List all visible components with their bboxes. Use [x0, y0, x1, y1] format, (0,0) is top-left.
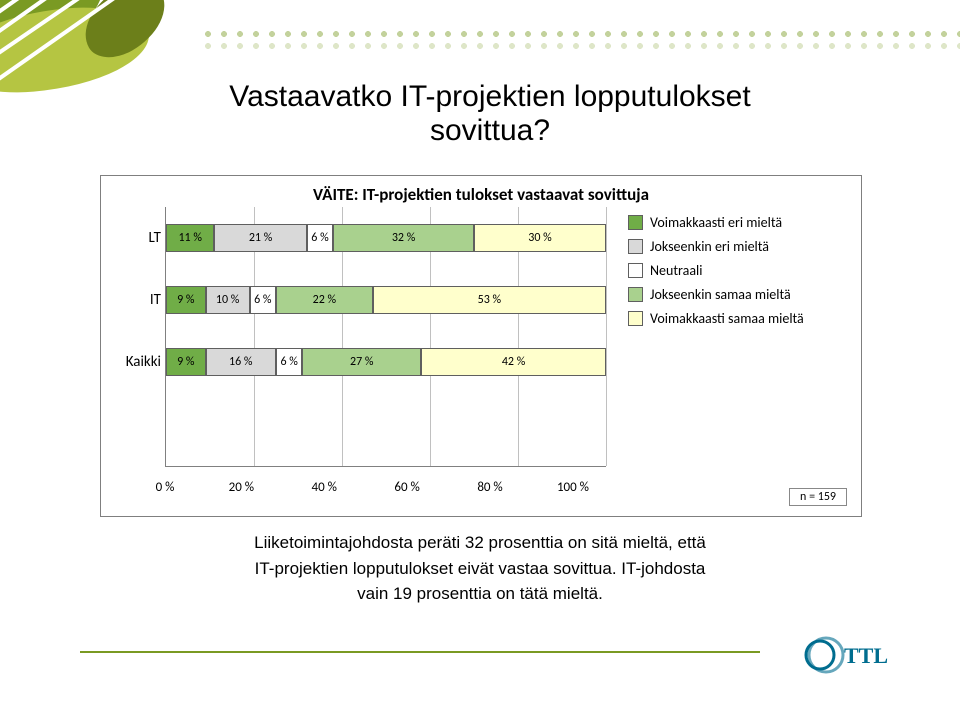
legend-label: Voimakkaasti eri mieltä: [650, 214, 782, 231]
x-tick-label: 0 %: [156, 480, 175, 495]
category-label: Kaikki: [115, 331, 165, 393]
sample-size-box: n = 159: [789, 488, 847, 506]
chart-plot-area: 11 %21 %6 %32 %30 %9 %10 %6 %22 %53 %9 %…: [165, 207, 606, 467]
header-dot-strip: [200, 28, 960, 52]
bar-segment: 16 %: [206, 348, 276, 376]
legend-swatch: [628, 287, 643, 302]
logo-text: TTL: [844, 643, 888, 668]
x-axis-ticks: 0 %20 %40 %60 %80 %100 %: [165, 480, 605, 498]
legend-item: Jokseenkin eri mieltä: [628, 238, 847, 255]
legend-item: Jokseenkin samaa mieltä: [628, 286, 847, 303]
legend-label: Neutraali: [650, 262, 702, 279]
footer-divider: [80, 651, 760, 653]
bar-segment: 53 %: [373, 286, 606, 314]
bar-segment: 10 %: [206, 286, 250, 314]
chart-panel: VÄITE: IT-projektien tulokset vastaavat …: [100, 175, 862, 517]
x-tick-label: 80 %: [477, 480, 502, 495]
bar-segment: 11 %: [166, 224, 214, 252]
legend-swatch: [628, 263, 643, 278]
chart-title: VÄITE: IT-projektien tulokset vastaavat …: [101, 176, 861, 207]
bar-row: 9 %16 %6 %27 %42 %: [166, 348, 606, 376]
slide: { "title": { "line1": "Vastaavatko IT-pr…: [0, 0, 960, 701]
bar-segment: 32 %: [333, 224, 474, 252]
bar-segment: 6 %: [250, 286, 276, 314]
legend-swatch: [628, 215, 643, 230]
legend-item: Voimakkaasti samaa mieltä: [628, 310, 847, 327]
bar-segment: 22 %: [276, 286, 373, 314]
category-label: LT: [115, 207, 165, 269]
title-line-1: Vastaavatko IT-projektien lopputulokset: [80, 80, 900, 114]
legend-label: Jokseenkin samaa mieltä: [650, 286, 791, 303]
caption-line-2: IT-projektien lopputulokset eivät vastaa…: [100, 556, 860, 582]
caption-line-3: vain 19 prosenttia on tätä mieltä.: [100, 581, 860, 607]
legend-label: Voimakkaasti samaa mieltä: [650, 310, 804, 327]
caption-line-1: Liiketoimintajohdosta peräti 32 prosentt…: [100, 530, 860, 556]
legend-item: Voimakkaasti eri mieltä: [628, 214, 847, 231]
gridline: [606, 207, 607, 466]
legend-swatch: [628, 311, 643, 326]
slide-caption: Liiketoimintajohdosta peräti 32 prosentt…: [100, 530, 860, 607]
legend-label: Jokseenkin eri mieltä: [650, 238, 769, 255]
bar-segment: 9 %: [166, 348, 206, 376]
x-tick-label: 20 %: [229, 480, 254, 495]
ttl-logo-svg: TTL: [800, 633, 900, 677]
bar-segment: 6 %: [276, 348, 302, 376]
bar-segment: 9 %: [166, 286, 206, 314]
slide-title: Vastaavatko IT-projektien lopputulokset …: [80, 80, 900, 148]
ttl-logo: TTL: [800, 633, 900, 677]
bar-segment: 27 %: [302, 348, 421, 376]
bar-segment: 42 %: [421, 348, 606, 376]
legend-item: Neutraali: [628, 262, 847, 279]
x-tick-label: 40 %: [312, 480, 337, 495]
legend-swatch: [628, 239, 643, 254]
bar-segment: 30 %: [474, 224, 606, 252]
bar-row: 9 %10 %6 %22 %53 %: [166, 286, 606, 314]
bar-row: 11 %21 %6 %32 %30 %: [166, 224, 606, 252]
bar-segment: 21 %: [214, 224, 306, 252]
category-label: IT: [115, 269, 165, 331]
category-axis-labels: LTITKaikki: [115, 207, 165, 467]
chart-legend: Voimakkaasti eri mieltä Jokseenkin eri mi…: [606, 207, 847, 467]
x-tick-label: 100 %: [557, 480, 589, 495]
x-tick-label: 60 %: [394, 480, 419, 495]
title-line-2: sovittua?: [80, 114, 900, 148]
bar-segment: 6 %: [307, 224, 333, 252]
